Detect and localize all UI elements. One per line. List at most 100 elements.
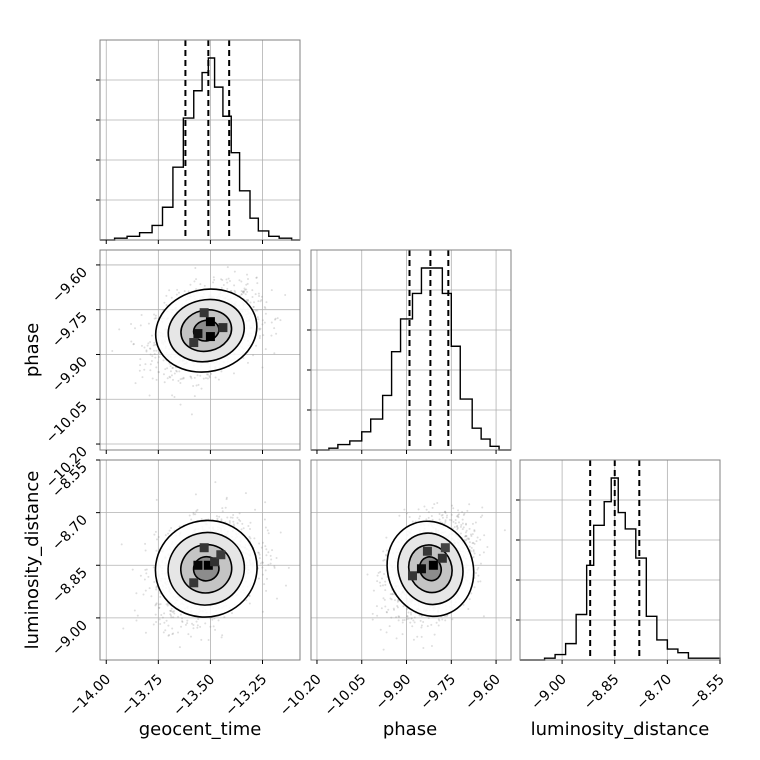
- sample-point: [165, 294, 168, 297]
- sample-point: [196, 508, 199, 511]
- sample-point: [202, 377, 205, 380]
- sample-point: [187, 633, 190, 636]
- sample-point: [260, 546, 263, 549]
- sample-point: [279, 319, 282, 322]
- sample-point: [143, 346, 146, 349]
- sample-point: [166, 367, 169, 370]
- density-peak-bin: [189, 338, 199, 348]
- sample-point: [382, 559, 385, 562]
- sample-point: [166, 604, 169, 607]
- sample-point: [221, 278, 224, 281]
- tick-label: −8.70: [634, 672, 676, 714]
- tick-label: −13.50: [170, 672, 218, 720]
- sample-point: [189, 375, 192, 378]
- density-peak-bin: [407, 571, 417, 581]
- sample-point: [476, 536, 479, 539]
- sample-point: [482, 615, 485, 618]
- hist-panel-phase: [307, 249, 512, 454]
- sample-point: [144, 549, 147, 552]
- sample-point: [145, 349, 148, 352]
- sample-point: [248, 535, 251, 538]
- sample-point: [263, 321, 266, 324]
- sample-point: [464, 539, 467, 542]
- scatter-panel-phase-luminosity_distance: [310, 459, 512, 664]
- tick-label: −13.75: [118, 672, 166, 720]
- sample-point: [154, 314, 157, 317]
- density-peak-bin: [193, 560, 203, 570]
- sample-point: [468, 503, 471, 506]
- sample-point: [153, 349, 156, 352]
- sample-point: [144, 542, 147, 545]
- sample-point: [173, 610, 176, 613]
- sample-point: [270, 321, 273, 324]
- sample-point: [469, 533, 472, 536]
- sample-point: [444, 519, 447, 522]
- sample-point: [261, 610, 264, 613]
- sample-point: [154, 604, 157, 607]
- sample-point: [473, 542, 476, 545]
- x-axis-title-luminosity_distance: luminosity_distance: [531, 719, 710, 740]
- sample-point: [232, 520, 235, 523]
- sample-point: [407, 611, 410, 614]
- sample-point: [456, 526, 459, 529]
- sample-point: [396, 600, 399, 603]
- sample-point: [242, 291, 245, 294]
- sample-point: [148, 587, 151, 590]
- sample-point: [244, 492, 247, 495]
- sample-point: [179, 382, 182, 385]
- sample-point: [462, 526, 465, 529]
- sample-point: [479, 562, 482, 565]
- sample-point: [178, 370, 181, 373]
- density-peak-bin: [216, 550, 226, 560]
- sample-point: [218, 515, 221, 518]
- sample-point: [261, 566, 264, 569]
- sample-point: [462, 513, 465, 516]
- sample-point: [223, 616, 226, 619]
- sample-point: [140, 313, 143, 316]
- sample-point: [172, 632, 175, 635]
- sample-point: [222, 284, 225, 287]
- sample-point: [273, 327, 276, 330]
- sample-point: [141, 376, 144, 379]
- sample-point: [431, 506, 434, 509]
- sample-point: [430, 644, 433, 647]
- sample-point: [387, 608, 390, 611]
- sample-point: [193, 280, 196, 283]
- sample-point: [390, 598, 393, 601]
- sample-point: [396, 604, 399, 607]
- panel-frame: [519, 459, 721, 661]
- sample-point: [423, 505, 426, 508]
- panel-frame: [99, 39, 301, 241]
- tick-label: −8.70: [49, 512, 91, 554]
- sample-point: [265, 554, 268, 557]
- sample-point: [464, 535, 467, 538]
- sample-point: [205, 377, 208, 380]
- sample-point: [406, 615, 409, 618]
- sample-point: [149, 341, 152, 344]
- sample-point: [138, 369, 141, 372]
- sample-point: [457, 513, 460, 516]
- sample-point: [468, 545, 471, 548]
- density-peak-bin: [193, 329, 203, 339]
- sample-point: [197, 383, 200, 386]
- tick-label: −9.90: [373, 672, 415, 714]
- sample-point: [206, 377, 209, 380]
- sample-point: [401, 619, 404, 622]
- sample-point: [153, 341, 156, 344]
- sample-point: [267, 532, 270, 535]
- sample-point: [144, 363, 147, 366]
- sample-point: [270, 558, 273, 561]
- density-peak-bin: [189, 578, 199, 588]
- sample-point: [247, 525, 250, 528]
- sample-point: [143, 578, 146, 581]
- sample-point: [256, 282, 259, 285]
- sample-point: [170, 527, 173, 530]
- sample-point: [467, 538, 470, 541]
- sample-point: [155, 621, 158, 624]
- sample-point: [140, 344, 143, 347]
- sample-point: [384, 580, 387, 583]
- sample-point: [427, 511, 430, 514]
- sample-point: [479, 516, 482, 519]
- sample-point: [165, 603, 168, 606]
- sample-point: [157, 371, 160, 374]
